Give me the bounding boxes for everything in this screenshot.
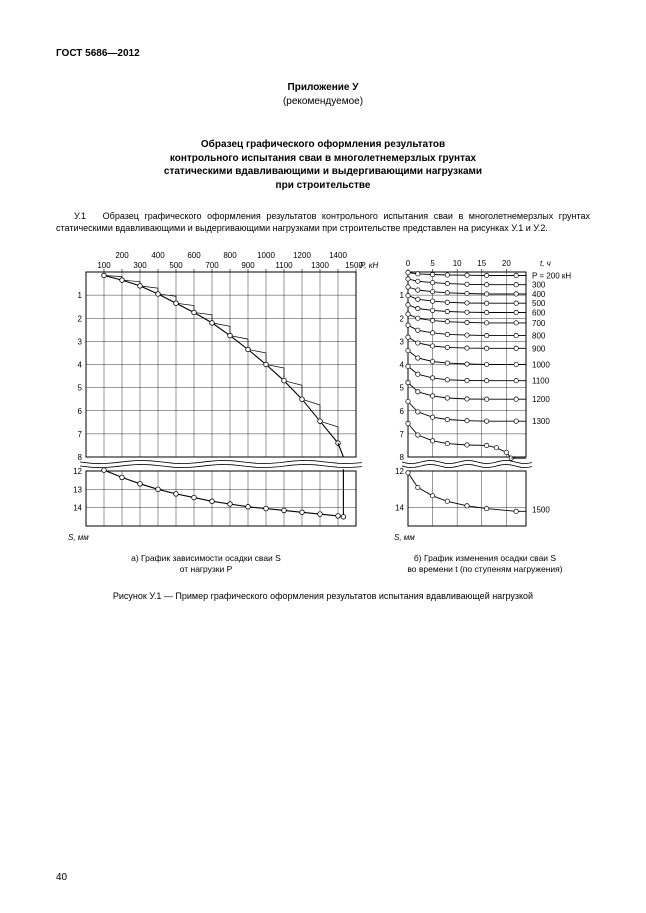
- caption-line: б) График изменения осадки сваи S: [414, 553, 556, 563]
- svg-text:100: 100: [97, 261, 111, 270]
- svg-text:1300: 1300: [311, 261, 329, 270]
- svg-text:7: 7: [78, 430, 83, 439]
- svg-text:3: 3: [400, 338, 405, 347]
- svg-text:500: 500: [532, 300, 546, 309]
- title-line: статическими вдавливающими и выдергивающ…: [164, 166, 482, 177]
- caption-a: а) График зависимости осадки сваи S от н…: [56, 553, 356, 575]
- svg-text:900: 900: [241, 261, 255, 270]
- svg-text:200: 200: [115, 251, 129, 260]
- svg-text:1100: 1100: [275, 261, 293, 270]
- svg-text:800: 800: [223, 251, 237, 260]
- svg-text:6: 6: [400, 407, 405, 416]
- svg-text:14: 14: [73, 504, 82, 513]
- svg-text:1200: 1200: [532, 395, 550, 404]
- svg-text:13: 13: [73, 486, 82, 495]
- svg-text:300: 300: [133, 261, 147, 270]
- standard-code: ГОСТ 5686—2012: [56, 48, 590, 59]
- svg-text:8: 8: [78, 453, 83, 462]
- svg-text:700: 700: [205, 261, 219, 270]
- svg-text:900: 900: [532, 345, 546, 354]
- title-line: при строительстве: [276, 180, 371, 191]
- paragraph-num: У.1: [74, 211, 86, 221]
- svg-text:4: 4: [400, 361, 405, 370]
- svg-text:1000: 1000: [532, 361, 550, 370]
- svg-text:8: 8: [400, 453, 405, 462]
- svg-text:700: 700: [532, 319, 546, 328]
- title-line: контрольного испытания сваи в многолетне…: [170, 153, 476, 164]
- caption-line: от нагрузки P: [180, 564, 233, 574]
- svg-text:12: 12: [73, 467, 82, 476]
- svg-text:S, мм: S, мм: [394, 533, 415, 542]
- svg-text:4: 4: [78, 361, 83, 370]
- svg-text:3: 3: [78, 338, 83, 347]
- svg-text:1100: 1100: [532, 377, 550, 386]
- svg-text:5: 5: [400, 384, 405, 393]
- svg-text:500: 500: [169, 261, 183, 270]
- svg-text:2: 2: [78, 315, 83, 324]
- svg-text:0: 0: [406, 259, 411, 268]
- svg-text:400: 400: [532, 290, 546, 299]
- paragraph: У.1 Образец графического оформления резу…: [56, 210, 590, 234]
- svg-text:600: 600: [187, 251, 201, 260]
- page-number: 40: [56, 872, 67, 883]
- svg-text:15: 15: [477, 259, 486, 268]
- svg-text:14: 14: [395, 504, 404, 513]
- caption-b: б) График изменения осадки сваи S во вре…: [380, 553, 590, 575]
- svg-text:2: 2: [400, 315, 405, 324]
- svg-text:P = 200 кН: P = 200 кН: [532, 272, 571, 281]
- svg-text:5: 5: [430, 259, 435, 268]
- svg-text:12: 12: [395, 467, 404, 476]
- figure-label: Рисунок У.1 — Пример графического оформл…: [56, 591, 590, 601]
- page-root: ГОСТ 5686—2012 Приложение У (рекомендуем…: [0, 0, 646, 913]
- caption-line: а) График зависимости осадки сваи S: [131, 553, 281, 563]
- svg-text:800: 800: [532, 332, 546, 341]
- svg-text:1400: 1400: [329, 251, 347, 260]
- svg-text:400: 400: [151, 251, 165, 260]
- charts-svg: 1234567812131420040060080010001200140010…: [56, 242, 590, 542]
- svg-text:10: 10: [453, 259, 462, 268]
- svg-text:7: 7: [400, 430, 405, 439]
- svg-text:1500: 1500: [532, 506, 550, 515]
- svg-text:300: 300: [532, 281, 546, 290]
- caption-line: во времени t (по ступеням нагружения): [407, 564, 562, 574]
- svg-text:6: 6: [78, 407, 83, 416]
- svg-text:5: 5: [78, 384, 83, 393]
- annex-name: Приложение У: [288, 82, 359, 93]
- annex-status: (рекомендуемое): [283, 96, 363, 107]
- svg-text:1000: 1000: [257, 251, 275, 260]
- svg-text:1: 1: [78, 291, 83, 300]
- title-line: Образец графического оформления результа…: [201, 139, 445, 150]
- figure-area: 1234567812131420040060080010001200140010…: [56, 242, 590, 601]
- svg-text:1300: 1300: [532, 417, 550, 426]
- annex-heading: Приложение У (рекомендуемое): [56, 81, 590, 108]
- svg-text:t, ч: t, ч: [540, 259, 551, 268]
- svg-text:20: 20: [502, 259, 511, 268]
- svg-text:P, кН: P, кН: [360, 261, 379, 270]
- paragraph-text: Образец графического оформления результа…: [56, 211, 590, 233]
- svg-text:1200: 1200: [293, 251, 311, 260]
- svg-text:1: 1: [400, 291, 405, 300]
- captions-row: а) График зависимости осадки сваи S от н…: [56, 553, 590, 575]
- svg-text:600: 600: [532, 309, 546, 318]
- title-block: Образец графического оформления результа…: [103, 138, 543, 192]
- svg-text:S, мм: S, мм: [68, 533, 89, 542]
